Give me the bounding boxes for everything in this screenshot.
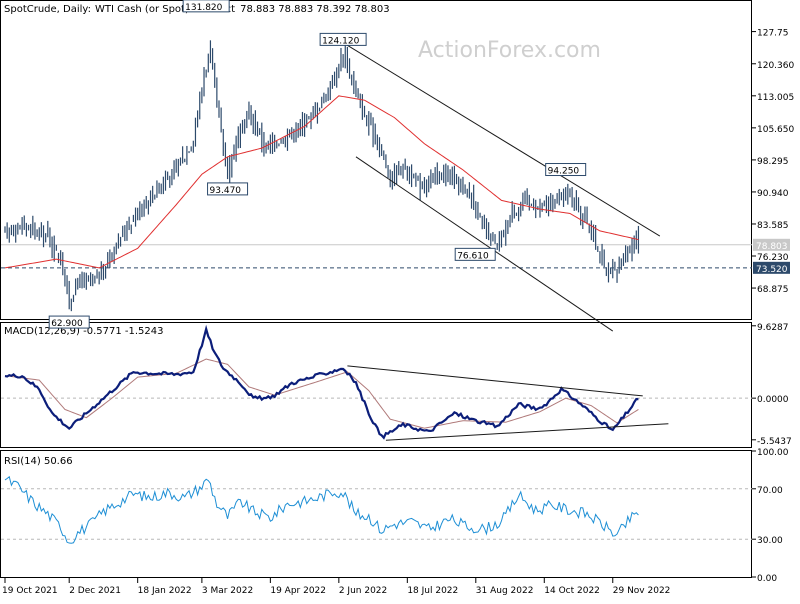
support-level-box — [753, 261, 790, 274]
date-axis-tick-label: 14 Oct 2022 — [544, 586, 600, 596]
rsi-series — [4, 475, 639, 544]
date-axis-tick-label: 19 Apr 2022 — [270, 586, 326, 596]
price-axis-tick-label: 83.585 — [757, 221, 789, 231]
axis-labels: 127.75 120.360 113.005 105.650 98.295 90.940 8… — [2, 29, 794, 596]
price-label-box — [545, 163, 587, 177]
price-label-box — [48, 315, 90, 329]
date-axis-tick-label: 31 Aug 2022 — [476, 586, 534, 596]
rsi-axis-tick-label: 100.00 — [757, 448, 789, 458]
price-label-text: 62.900 — [51, 319, 83, 329]
channel-line — [342, 42, 661, 237]
price-label-text: 76.610 — [457, 251, 489, 261]
price-axis-tick-label: 90.940 — [757, 189, 789, 199]
date-axis-tick-label: 18 Jul 2022 — [407, 586, 458, 596]
date-axis-tick-label: 2 Dec 2021 — [69, 586, 121, 596]
macd-series — [4, 324, 669, 441]
current-price-box — [753, 238, 790, 251]
macd-trend-line — [385, 423, 669, 441]
price-axis-tick-label: 120.360 — [757, 61, 794, 71]
current-price-label: 78.803 — [756, 242, 788, 252]
date-axis-tick-label: 19 Oct 2021 — [2, 586, 58, 596]
grid-layer — [1, 244, 752, 540]
price-axis-tick-label: 127.75 — [757, 29, 789, 39]
rsi-panel-frame — [0, 450, 752, 578]
rsi-axis-tick-label: 30.00 — [757, 536, 783, 546]
price-labels: 131.820 124.120 93.470 94.250 76.610 62.900 — [48, 0, 587, 329]
price-label-text: 124.120 — [322, 36, 359, 46]
price-panel-frame — [0, 0, 752, 320]
macd-axis-tick-label: 0.0000 — [757, 395, 789, 405]
price-label-box — [207, 182, 249, 196]
price-label-text: 131.820 — [185, 3, 222, 13]
rsi-axis-tick-label: 70.00 — [757, 486, 783, 496]
price-axis-tick-label: 68.875 — [757, 285, 789, 295]
moving-average-line — [4, 95, 639, 269]
channel-lines — [342, 42, 661, 332]
header-description: WTI Cash (or Spot) Contract — [95, 4, 235, 15]
price-label-text: 94.250 — [548, 167, 580, 177]
header-symbol: SpotCrude, Daily: — [4, 4, 91, 15]
price-label-text: 93.470 — [210, 186, 242, 196]
rsi-axis-tick-label: 0.00 — [757, 574, 777, 584]
rsi-title: RSI(14) 50.66 — [4, 456, 73, 467]
price-series — [4, 40, 640, 312]
price-axis-tick-label: 105.650 — [757, 125, 794, 135]
macd-axis-tick-label: -5.5437 — [757, 437, 792, 447]
date-axis-tick-label: 18 Jan 2022 — [138, 586, 192, 596]
date-axis-tick-label: 2 Jun 2022 — [339, 586, 387, 596]
date-axis-tick-label: 3 Mar 2022 — [202, 586, 253, 596]
header-text: SpotCrude, Daily: WTI Cash (or Spot) Cont… — [4, 4, 390, 15]
price-label-box — [182, 0, 230, 13]
price-axis-tick-label: 76.230 — [757, 253, 789, 263]
price-axis-tick-label: 98.295 — [757, 157, 789, 167]
macd-signal-line — [4, 358, 639, 429]
price-axis-tick-label: 113.005 — [757, 93, 794, 103]
watermark-text: ActionForex.com — [418, 38, 601, 63]
macd-line — [4, 324, 639, 440]
price-label-box — [454, 247, 496, 261]
header-ohlc: 78.883 78.883 78.392 78.803 — [240, 4, 390, 15]
macd-panel-frame — [0, 322, 752, 448]
channel-line — [355, 156, 614, 332]
moving-average-series — [4, 95, 639, 269]
rsi-line — [4, 475, 639, 544]
macd-axis-tick-label: 9.6287 — [757, 323, 789, 333]
macd-trend-line — [347, 365, 643, 397]
date-axis-tick-label: 29 Nov 2022 — [613, 586, 671, 596]
price-label-box — [319, 32, 367, 46]
macd-title: MACD(12,26,9) -0.5771 -1.5243 — [4, 326, 164, 337]
support-level-label: 73.520 — [756, 265, 788, 275]
